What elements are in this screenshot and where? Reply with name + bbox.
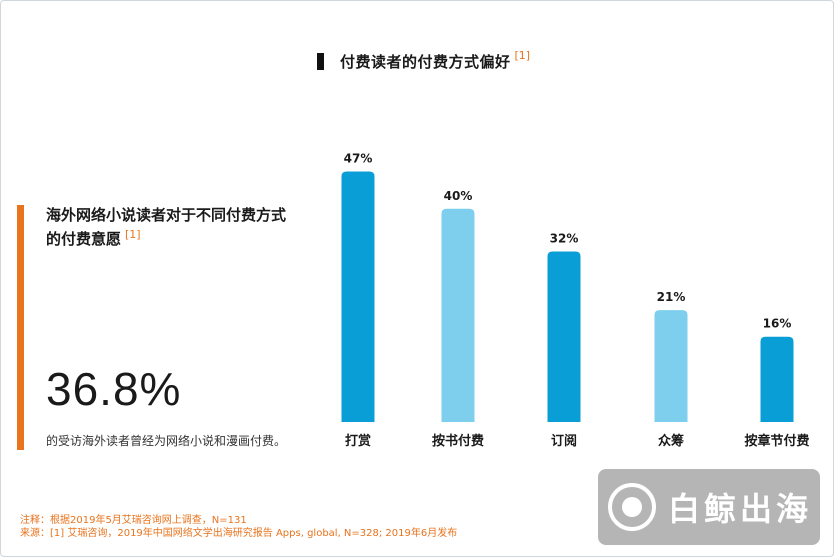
watermark: 白鲸出海 [598,469,820,545]
big-stat-value: 36.8% [46,363,182,415]
left-heading-text: 海外网络小说读者对于不同付费方式的付费意愿 [46,206,287,248]
category-label-5: 按章节付费 [744,433,809,449]
chart-title: 付费读者的付费方式偏好 [340,52,511,71]
data-label-3: 32% [550,231,579,245]
category-label-3: 订阅 [551,433,577,449]
data-label-5: 16% [763,317,792,331]
category-label-2: 按书付费 [432,433,484,449]
footnote-note: 注释：根据2019年5月艾瑞咨询网上调查，N=131 [20,515,247,526]
left-heading: 海外网络小说读者对于不同付费方式的付费意愿 [1] [46,203,286,253]
category-label-4: 众筹 [658,433,684,449]
bar-4 [654,310,688,422]
whale-logo-icon [608,483,656,531]
footnote-source: 来源：[1] 艾瑞咨询，2019年中国网络文学出海研究报告 Apps, glob… [20,528,458,539]
left-accent-bar [17,205,24,450]
bar-1 [341,171,375,422]
data-label-2: 40% [444,189,473,203]
stat-description: 的受访海外读者曾经为网络小说和漫画付费。 [46,434,287,448]
bar-3 [547,251,581,422]
footnotes: 注释：根据2019年5月艾瑞咨询网上调查，N=131 来源：[1] 艾瑞咨询，2… [20,514,457,540]
bar-2 [441,208,475,422]
chart-title-ref: [1] [514,48,531,62]
data-label-4: 21% [657,290,686,304]
left-heading-ref: [1] [125,228,141,241]
chart-title-group: 付费读者的付费方式偏好 [1] [317,48,531,72]
title-marker-bar [317,52,324,70]
data-label-1: 47% [344,151,373,165]
watermark-text: 白鲸出海 [668,490,813,528]
bar-5 [760,336,794,422]
category-label-1: 打赏 [345,433,371,449]
